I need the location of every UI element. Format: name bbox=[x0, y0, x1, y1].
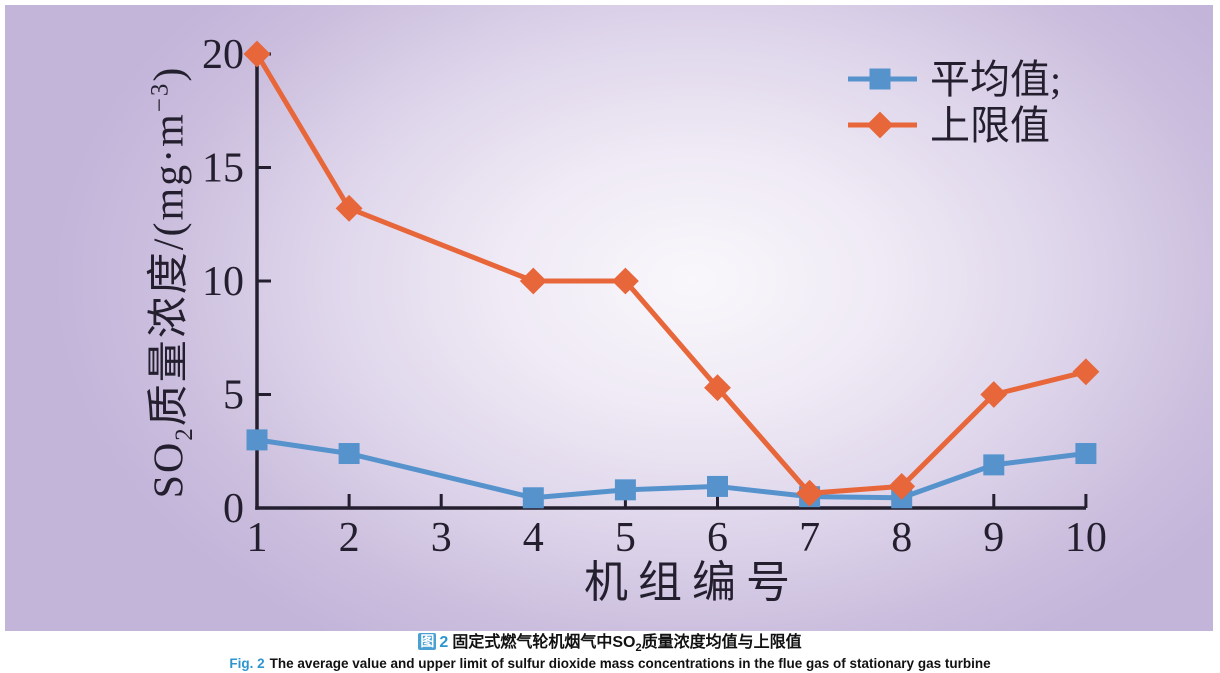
data-point-average bbox=[707, 475, 728, 497]
data-point-average bbox=[522, 487, 544, 509]
caption-zh-text-pre: 固定式燃气轮机烟气中SO bbox=[452, 634, 636, 651]
caption-english: Fig. 2 The average value and upper limit … bbox=[0, 656, 1220, 672]
data-point-average bbox=[983, 454, 1005, 476]
caption-en-text: The average value and upper limit of sul… bbox=[269, 656, 991, 671]
y-axis-title-sub: 2 bbox=[170, 426, 198, 441]
data-point-upper bbox=[519, 267, 547, 295]
x-tick-label: 2 bbox=[339, 515, 360, 561]
legend-marker-upper bbox=[866, 111, 894, 139]
data-point-average bbox=[246, 429, 268, 451]
figure-number: 2 bbox=[439, 634, 449, 651]
y-axis-title-sup: −3 bbox=[146, 81, 174, 113]
data-point-upper bbox=[243, 40, 271, 68]
caption-chinese: 图 2 固定式燃气轮机烟气中SO2质量浓度均值与上限值 bbox=[0, 633, 1220, 658]
y-tick-label: 20 bbox=[202, 32, 244, 78]
data-point-average bbox=[338, 443, 360, 465]
x-tick-label: 3 bbox=[431, 515, 452, 561]
figure-tag-icon: 图 bbox=[418, 633, 437, 650]
x-tick-label: 8 bbox=[891, 515, 912, 561]
chart-panel bbox=[5, 5, 1213, 631]
data-point-upper bbox=[335, 194, 363, 222]
legend-label-upper: 上限值 bbox=[930, 103, 1050, 148]
data-point-average bbox=[1075, 443, 1097, 465]
x-tick-label: 6 bbox=[707, 515, 728, 561]
caption-zh-text-post: 质量浓度均值与上限值 bbox=[641, 634, 802, 651]
legend-marker-average bbox=[869, 68, 891, 90]
caption-en-tag: Fig. 2 bbox=[229, 656, 265, 671]
y-axis-title-post: ) bbox=[146, 65, 193, 82]
caption-zh-sub: 2 bbox=[635, 642, 642, 655]
y-axis-title: SO2质量浓度/(mg·m−3) bbox=[135, 65, 198, 499]
y-axis-title-mid: 质量浓度/(mg·m bbox=[146, 112, 193, 427]
x-tick-label: 9 bbox=[983, 515, 1004, 561]
y-tick-label: 10 bbox=[202, 259, 244, 305]
legend-label-average: 平均值; bbox=[930, 57, 1061, 102]
x-axis-title: 机组编号 bbox=[584, 558, 800, 607]
x-tick-label: 7 bbox=[799, 515, 820, 561]
y-axis-title-pre: SO bbox=[146, 440, 193, 499]
x-tick-label: 4 bbox=[523, 515, 544, 561]
data-point-average bbox=[614, 479, 636, 501]
x-tick-label: 1 bbox=[247, 515, 268, 561]
y-tick-label: 0 bbox=[223, 486, 244, 532]
y-tick-label: 15 bbox=[202, 146, 244, 192]
data-point-upper bbox=[1072, 358, 1100, 386]
y-tick-label: 5 bbox=[223, 373, 244, 419]
x-tick-label: 5 bbox=[615, 515, 636, 561]
x-tick-label: 10 bbox=[1065, 515, 1107, 561]
series-line-average bbox=[254, 437, 1089, 501]
